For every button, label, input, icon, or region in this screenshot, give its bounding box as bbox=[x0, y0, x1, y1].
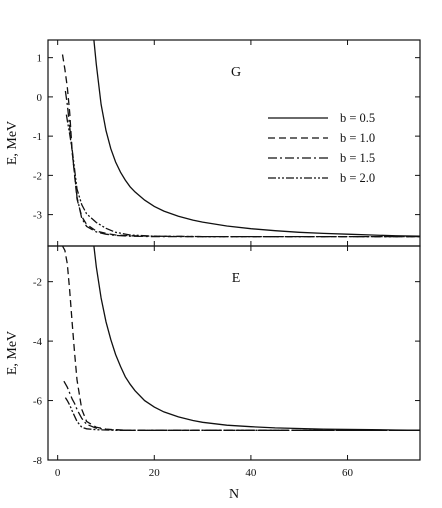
x-axis-title: N bbox=[229, 487, 239, 502]
y-tick-label: 1 bbox=[37, 53, 43, 65]
panel-label-g: G bbox=[231, 65, 241, 80]
y-tick-label: 0 bbox=[37, 92, 43, 104]
legend-label-1: b = 1.0 bbox=[340, 131, 375, 145]
x-tick-label: 60 bbox=[342, 467, 354, 479]
y-axis-title: E, MeV bbox=[5, 121, 20, 165]
y-tick-label: -6 bbox=[33, 396, 43, 408]
panel-label-e: E bbox=[232, 271, 241, 286]
y-tick-label: -2 bbox=[33, 170, 42, 182]
legend-label-2: b = 1.5 bbox=[340, 151, 375, 165]
series-line-e-3 bbox=[64, 397, 420, 431]
legend-label-3: b = 2.0 bbox=[340, 171, 375, 185]
series-line-e-1 bbox=[61, 246, 420, 431]
x-tick-label: 0 bbox=[55, 467, 61, 479]
y-axis-title: E, MeV bbox=[5, 331, 20, 375]
legend-label-0: b = 0.5 bbox=[340, 111, 375, 125]
series-line-g-0 bbox=[93, 40, 420, 237]
series-line-g-3 bbox=[65, 114, 420, 238]
y-tick-label: -8 bbox=[33, 455, 43, 467]
y-tick-label: -1 bbox=[33, 131, 42, 143]
series-line-g-1 bbox=[61, 54, 420, 238]
y-tick-label: -2 bbox=[33, 277, 42, 289]
y-tick-label: -3 bbox=[33, 210, 43, 222]
y-tick-label: -4 bbox=[33, 336, 43, 348]
plot-frame-1 bbox=[47, 245, 421, 461]
x-tick-label: 40 bbox=[245, 467, 257, 479]
series-line-e-2 bbox=[63, 380, 420, 431]
series-line-e-0 bbox=[93, 246, 420, 431]
x-tick-label: 20 bbox=[149, 467, 161, 479]
